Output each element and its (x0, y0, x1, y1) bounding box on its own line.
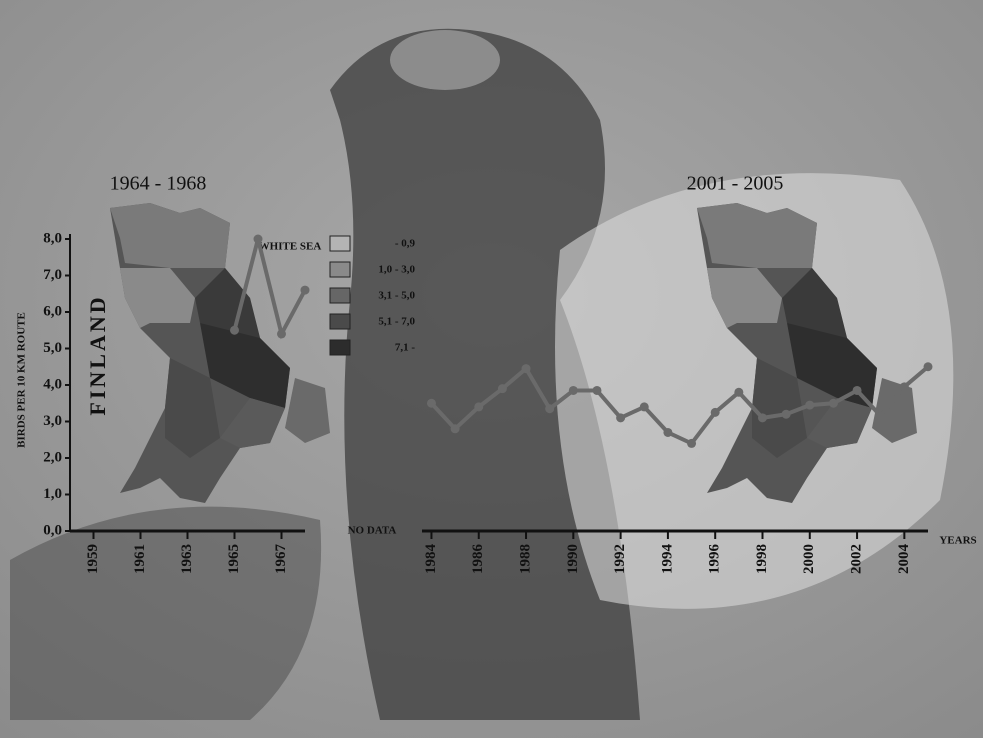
x-tick-label: 1988 (517, 544, 533, 574)
chart: 1964 - 1968 2001 - 2005 FINLAND WHITE SE… (0, 0, 983, 738)
x-tick-label: 1994 (659, 544, 675, 575)
y-tick-label: 1,0 (43, 486, 62, 502)
y-tick-label: 3,0 (43, 413, 62, 429)
point (687, 439, 696, 448)
legend-swatch (330, 340, 350, 355)
wing (10, 507, 321, 720)
point (592, 386, 601, 395)
legend-swatch (330, 262, 350, 277)
point (616, 413, 625, 422)
y-axis-label: BIRDS PER 10 KM ROUTE (16, 312, 28, 448)
point (522, 364, 531, 373)
panel-title: 2001 - 2005 (687, 173, 784, 195)
point (277, 329, 286, 338)
legend-label: 7,1 - (395, 342, 416, 354)
map-label: FINLAND (85, 294, 110, 415)
gap-note: NO DATA (348, 525, 397, 537)
y-tick-label: 7,0 (43, 267, 62, 283)
point (545, 404, 554, 413)
legend-swatch (330, 314, 350, 329)
legend-label: 5,1 - 7,0 (378, 316, 415, 328)
x-tick-label: 1963 (179, 544, 195, 574)
point (853, 386, 862, 395)
x-tick-label: 2000 (801, 544, 817, 574)
point (829, 399, 838, 408)
x-tick-label: 1984 (423, 544, 439, 575)
x-axis-label: YEARS (939, 535, 976, 547)
map-label: WHITE SEA (259, 241, 322, 253)
point (900, 382, 909, 391)
point (301, 286, 310, 295)
point (805, 401, 814, 410)
y-tick-label: 8,0 (43, 230, 62, 246)
point (782, 410, 791, 419)
legend-swatch (330, 288, 350, 303)
x-tick-label: 1990 (565, 544, 581, 574)
y-tick-label: 6,0 (43, 303, 62, 319)
x-tick-label: 1992 (612, 544, 628, 574)
x-tick-label: 1959 (85, 544, 101, 574)
y-tick-label: 0,0 (43, 522, 62, 538)
point (663, 428, 672, 437)
x-tick-label: 2004 (896, 544, 912, 575)
point (474, 402, 483, 411)
y-tick-label: 2,0 (43, 449, 62, 465)
legend-label: 1,0 - 3,0 (378, 264, 415, 276)
x-tick-label: 1986 (470, 544, 486, 575)
point (640, 402, 649, 411)
x-tick-label: 2002 (849, 544, 865, 574)
x-tick-label: 1967 (273, 544, 289, 575)
point (427, 399, 436, 408)
y-tick-label: 5,0 (43, 340, 62, 356)
point (569, 386, 578, 395)
point (254, 235, 263, 244)
x-tick-label: 1965 (226, 544, 242, 574)
y-tick-label: 4,0 (43, 376, 62, 392)
point (451, 424, 460, 433)
point (711, 408, 720, 417)
x-tick-label: 1996 (707, 544, 723, 575)
legend-label: - 0,9 (395, 238, 416, 250)
panel-title: 1964 - 1968 (110, 173, 207, 195)
bird-comb (390, 30, 500, 90)
point (734, 388, 743, 397)
legend-label: 3,1 - 5,0 (378, 290, 415, 302)
point (758, 413, 767, 422)
point (230, 326, 239, 335)
point (876, 412, 885, 421)
point (498, 384, 507, 393)
legend-swatch (330, 236, 350, 251)
page: {"chart_data": {"type": "line", "titles"… (0, 0, 983, 738)
point (924, 362, 933, 371)
x-tick-label: 1961 (132, 544, 148, 574)
x-tick-label: 1998 (754, 544, 770, 574)
